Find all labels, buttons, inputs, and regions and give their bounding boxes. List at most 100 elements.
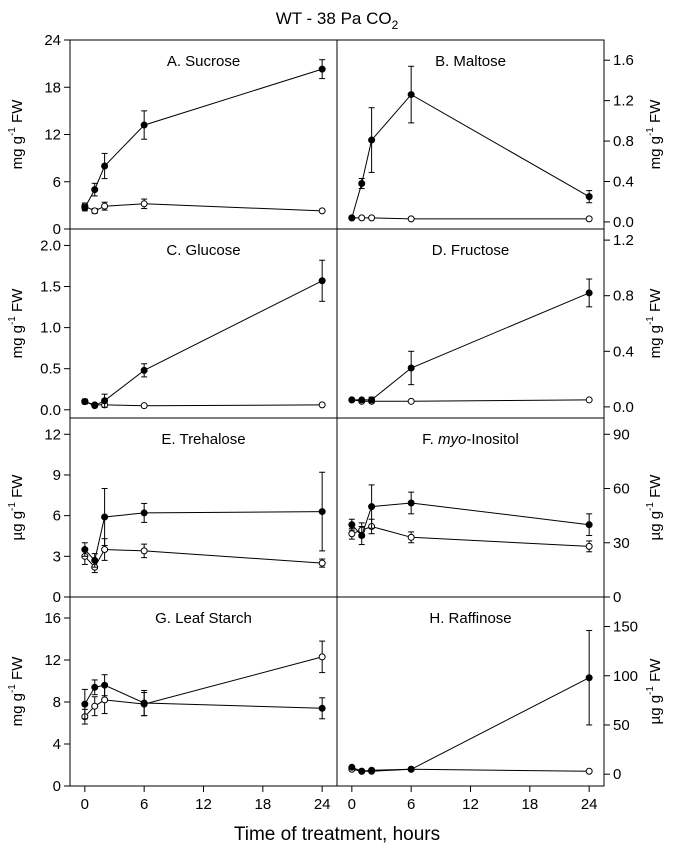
y-axis-label-exponent: -1 — [7, 684, 18, 693]
panel-title: A. Sucrose — [167, 53, 240, 70]
y-tick-label: 1.2 — [613, 93, 634, 110]
y-axis-label-basis: FW — [647, 288, 664, 316]
y-tick-label: 0 — [613, 766, 621, 783]
y-axis-label-basis: FW — [647, 658, 664, 686]
y-tick-label: 0 — [53, 778, 61, 795]
panel-title-italic: myo — [438, 431, 466, 448]
data-point-filled — [140, 699, 148, 707]
panel-3: 0.0 0.4 0.8 1.2 mg g-1 FW D. Fructose — [336, 228, 664, 419]
x-tick-label: 18 — [254, 796, 271, 813]
y-tick-label: 1.2 — [613, 232, 634, 249]
y-axis-label-exponent: -1 — [645, 316, 656, 325]
y-tick-label: 4 — [53, 736, 61, 753]
data-point-open — [318, 559, 326, 567]
panel-title: C. Glucose — [166, 242, 240, 259]
data-point-open — [318, 653, 326, 661]
y-tick-label: 1.0 — [40, 320, 61, 337]
data-point-filled — [140, 366, 148, 374]
y-axis-label-basis: FW — [9, 288, 26, 316]
data-point-filled — [81, 398, 89, 406]
data-point-filled — [407, 499, 415, 507]
y-tick-label: 150 — [613, 619, 638, 636]
data-point-filled — [140, 121, 148, 129]
panel-title: B. Maltose — [435, 53, 506, 70]
series-line-open — [84, 203, 323, 212]
data-point-open — [140, 547, 148, 555]
series-line-filled — [351, 93, 590, 219]
panel-title: F. myo-Inositol — [422, 431, 519, 448]
y-tick-label: 0.8 — [613, 288, 634, 305]
data-point-open — [585, 215, 593, 223]
data-point-filled — [91, 186, 99, 194]
data-point-filled — [585, 289, 593, 297]
data-point-filled — [585, 674, 593, 682]
data-point-filled — [585, 193, 593, 201]
panel-4: 0 3 6 9 12 µg g-1 FW E. Trehalose — [7, 417, 338, 606]
data-point-open — [318, 207, 326, 215]
y-tick-label: 0 — [53, 589, 61, 606]
figure-title-main: WT - 38 Pa CO — [276, 9, 392, 28]
y-axis-label: µg g-1 FW — [7, 474, 26, 541]
series-line-open — [351, 217, 590, 220]
y-axis-label-basis: FW — [647, 99, 664, 127]
y-tick-label: 16 — [44, 610, 61, 627]
panel-title: E. Trehalose — [161, 431, 245, 448]
data-point-filled — [101, 681, 109, 689]
data-point-filled — [348, 521, 356, 529]
data-point-filled — [318, 704, 326, 712]
panel-7: 0 50 100 150 µg g-1 FW H. Raffinose — [336, 596, 664, 787]
data-point-open — [585, 396, 593, 404]
y-axis-label-unit: mg g — [647, 136, 664, 169]
y-tick-label: 100 — [613, 668, 638, 685]
y-axis-label: mg g-1 FW — [7, 656, 26, 727]
data-point-open — [101, 546, 109, 554]
y-axis-label: µg g-1 FW — [645, 474, 664, 541]
data-point-filled — [81, 700, 89, 708]
y-tick-label: 3 — [53, 548, 61, 565]
panel-0: 0 6 12 18 24 mg g-1 FW A. Sucrose — [7, 32, 338, 238]
data-point-filled — [368, 396, 376, 404]
y-tick-label: 12 — [44, 426, 61, 443]
y-tick-label: 12 — [44, 127, 61, 144]
x-tick-label: 12 — [462, 796, 479, 813]
y-axis-label: mg g-1 FW — [7, 288, 26, 359]
data-point-open — [407, 397, 415, 405]
data-point-filled — [368, 766, 376, 774]
y-axis-label: mg g-1 FW — [645, 288, 664, 359]
y-tick-label: 2.0 — [40, 237, 61, 254]
data-point-filled — [318, 65, 326, 73]
y-axis-label-unit: µg g — [9, 511, 26, 541]
y-tick-label: 0.5 — [40, 361, 61, 378]
data-point-filled — [81, 204, 89, 212]
panel-1: 0.0 0.4 0.8 1.2 1.6 mg g-1 FW B. Maltose — [336, 39, 664, 231]
x-tick-label: 6 — [140, 796, 148, 813]
y-tick-label: 9 — [53, 467, 61, 484]
x-tick-label: 24 — [314, 796, 331, 813]
x-tick-label: 0 — [348, 796, 356, 813]
data-point-open — [101, 696, 109, 704]
data-point-filled — [358, 396, 366, 404]
y-tick-label: 6 — [53, 508, 61, 525]
y-axis-label: mg g-1 FW — [7, 99, 26, 170]
y-tick-label: 0.4 — [613, 173, 634, 190]
data-point-open — [318, 401, 326, 409]
data-point-filled — [348, 763, 356, 771]
data-point-open — [101, 202, 109, 210]
data-point-filled — [91, 556, 99, 564]
y-tick-label: 0.8 — [613, 133, 634, 150]
data-point-filled — [348, 214, 356, 222]
data-point-filled — [348, 396, 356, 404]
y-axis-label-basis: FW — [9, 656, 26, 684]
data-point-filled — [358, 767, 366, 775]
panel-title-suffix: -Inositol — [466, 431, 519, 448]
series-line-filled — [84, 511, 323, 562]
data-point-filled — [585, 521, 593, 529]
y-tick-label: 90 — [613, 426, 630, 443]
data-point-filled — [407, 91, 415, 99]
data-point-open — [140, 200, 148, 208]
x-tick-label: 24 — [581, 796, 598, 813]
data-point-filled — [81, 546, 89, 554]
data-point-open — [585, 542, 593, 550]
data-point-open — [91, 702, 99, 710]
